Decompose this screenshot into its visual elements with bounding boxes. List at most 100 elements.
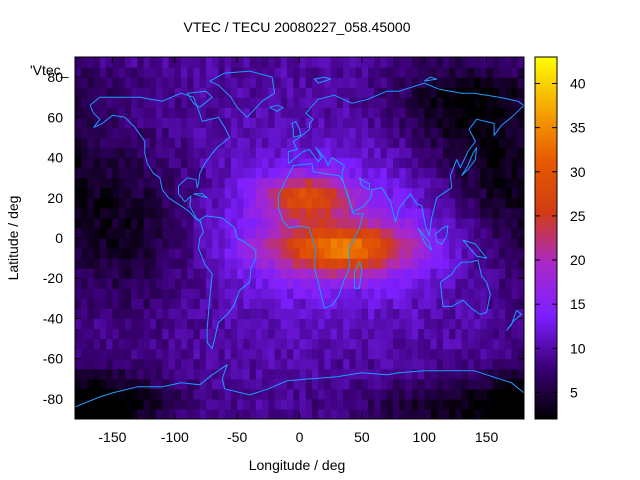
heatmap-cell (75, 127, 82, 139)
heatmap-cell (237, 57, 244, 68)
heatmap-cell (181, 197, 188, 209)
heatmap-cell (212, 97, 220, 108)
heatmap-cell (386, 97, 394, 108)
heatmap-cell (293, 157, 301, 169)
heatmap-cell (81, 238, 89, 249)
heatmap-cell (461, 278, 469, 289)
heatmap-cell (137, 298, 145, 309)
heatmap-cell (461, 117, 469, 128)
heatmap-cell (442, 207, 450, 219)
heatmap-cell (156, 57, 163, 68)
heatmap-cell (430, 328, 438, 340)
heatmap-cell (399, 207, 407, 219)
heatmap-cell (330, 127, 338, 139)
heatmap-cell (199, 318, 207, 330)
heatmap-cell (343, 328, 350, 340)
heatmap-cell (499, 358, 506, 370)
heatmap-cell (124, 318, 132, 330)
heatmap-cell (262, 77, 269, 88)
heatmap-cell (174, 137, 182, 149)
heatmap-cell (230, 187, 238, 199)
heatmap-cell (255, 318, 263, 330)
heatmap-cell (118, 157, 126, 169)
heatmap-cell (405, 308, 413, 320)
heatmap-cell (118, 227, 126, 239)
heatmap-cell (199, 338, 207, 350)
heatmap-cell (293, 288, 301, 299)
heatmap-cell (505, 388, 513, 400)
heatmap-cell (449, 187, 457, 199)
heatmap-cell (455, 298, 463, 309)
heatmap-cell (405, 147, 413, 159)
heatmap-cell (249, 217, 257, 229)
heatmap-cell (99, 338, 107, 350)
heatmap-cell (237, 187, 244, 199)
heatmap-cell (374, 87, 382, 98)
heatmap-cell (368, 258, 375, 269)
heatmap-cell (393, 278, 400, 289)
heatmap-cell (174, 97, 182, 108)
heatmap-cell (405, 298, 413, 309)
heatmap-cell (336, 308, 344, 320)
heatmap-cell (474, 248, 481, 259)
heatmap-cell (449, 298, 457, 309)
heatmap-cell (280, 298, 288, 309)
heatmap-cell (193, 127, 201, 139)
heatmap-cell (305, 137, 313, 149)
heatmap-cell (455, 388, 463, 400)
heatmap-cell (199, 398, 207, 410)
heatmap-cell (411, 217, 419, 229)
heatmap-cell (262, 358, 269, 370)
heatmap-cell (424, 238, 432, 249)
heatmap-cell (461, 57, 469, 68)
heatmap-cell (249, 378, 257, 390)
heatmap-cell (181, 107, 188, 118)
heatmap-cell (474, 217, 481, 229)
y-tick-label: -80 (43, 391, 63, 407)
heatmap-cell (511, 288, 519, 299)
heatmap-cell (386, 298, 394, 309)
heatmap-cell (274, 97, 282, 108)
heatmap-cell (461, 298, 469, 309)
heatmap-cell (455, 378, 463, 390)
heatmap-cell (330, 288, 338, 299)
heatmap-cell (393, 258, 400, 269)
heatmap-cell (243, 298, 251, 309)
heatmap-cell (399, 288, 407, 299)
heatmap-cell (87, 388, 95, 400)
heatmap-cell (168, 398, 176, 410)
heatmap-cell (343, 308, 350, 320)
heatmap-cell (380, 197, 388, 209)
heatmap-cell (112, 308, 120, 320)
heatmap-cell (131, 368, 138, 380)
heatmap-cell (368, 127, 375, 139)
heatmap-cell (230, 157, 238, 169)
heatmap-cell (187, 177, 195, 189)
heatmap-cell (399, 278, 407, 289)
heatmap-cell (474, 238, 481, 249)
heatmap-cell (118, 57, 126, 68)
heatmap-cell (349, 147, 357, 159)
heatmap-cell (99, 378, 107, 390)
heatmap-cell (293, 167, 301, 179)
heatmap-cell (455, 398, 463, 410)
heatmap-cell (343, 127, 350, 139)
heatmap-cell (324, 167, 332, 179)
heatmap-cell (243, 107, 251, 118)
heatmap-cell (205, 408, 213, 419)
heatmap-cell (505, 187, 513, 199)
heatmap-cell (517, 207, 524, 219)
heatmap-cell (193, 368, 201, 380)
heatmap-cell (305, 238, 313, 249)
heatmap-cell (492, 368, 500, 380)
heatmap-cell (380, 217, 388, 229)
heatmap-cell (118, 368, 126, 380)
heatmap-cell (336, 268, 344, 279)
heatmap-cell (99, 408, 107, 419)
heatmap-cell (280, 97, 288, 108)
heatmap-cell (480, 177, 488, 189)
heatmap-cell (280, 328, 288, 340)
heatmap-cell (467, 107, 475, 118)
heatmap-cell (380, 67, 388, 78)
heatmap-cell (99, 137, 107, 149)
